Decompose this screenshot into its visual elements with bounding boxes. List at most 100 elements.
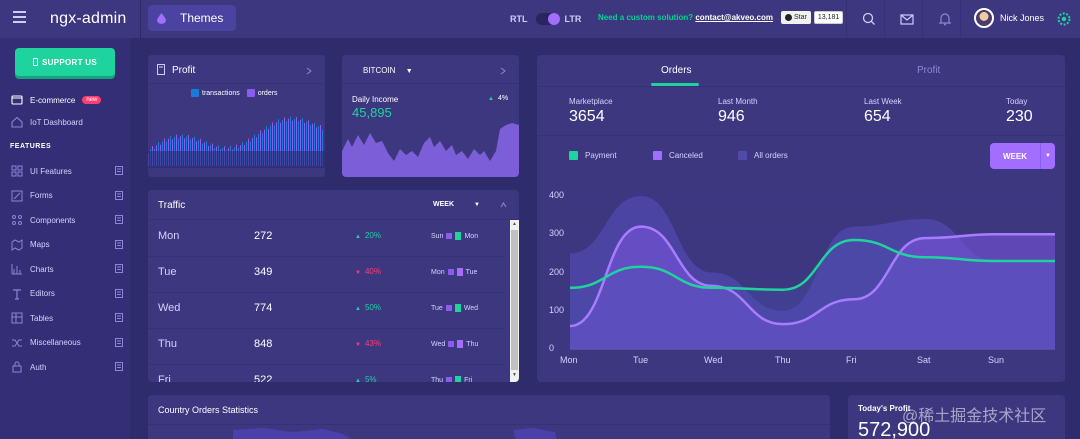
traffic-compare: Sun Mon <box>431 232 478 240</box>
traffic-row: Wed 774 ▲ 50% Tue Wed <box>148 292 508 328</box>
legend-transactions: transactions <box>202 89 240 97</box>
traffic-change-value: 40% <box>364 267 381 276</box>
sidebar-item-ecommerce[interactable]: E-commerce new <box>11 92 126 108</box>
header-divider <box>140 0 141 38</box>
collapse-icon[interactable] <box>115 264 123 273</box>
direction-toggle[interactable] <box>535 13 560 25</box>
chevron-right-icon[interactable] <box>306 67 312 75</box>
sidebar-item-auth[interactable]: Auth <box>11 359 126 375</box>
stat-value-last-month: 946 <box>718 108 745 125</box>
app-logo[interactable]: ngx-admin <box>50 10 127 27</box>
traffic-period-select[interactable]: WEEK ▼ <box>433 201 480 208</box>
traffic-scrollbar[interactable]: ▲ ▼ <box>510 220 519 382</box>
compare-from: Wed <box>431 340 446 348</box>
sidebar-item-forms[interactable]: Forms <box>11 188 126 204</box>
currency-select[interactable]: BITCOIN ▼ <box>363 66 413 75</box>
arrow-down-icon: ▼ <box>355 270 361 276</box>
x-tick-label: Sat <box>917 355 931 365</box>
sidebar-item-maps[interactable]: Maps <box>11 237 126 253</box>
profit-bar <box>282 119 283 167</box>
scroll-up-icon[interactable]: ▲ <box>512 221 517 227</box>
collapse-icon[interactable] <box>115 362 123 371</box>
profit-bar <box>276 122 277 167</box>
email-icon[interactable] <box>899 11 915 27</box>
traffic-value: 522 <box>254 374 273 382</box>
chevron-up-icon[interactable] <box>500 202 507 208</box>
sidebar-item-miscellaneous[interactable]: Miscellaneous <box>11 335 126 351</box>
traffic-row: Fri 522 ▲ 5% Thu Fri <box>148 364 508 382</box>
top-header: ngx-admin Themes RTL LTR Need a custom s… <box>0 0 1080 38</box>
collapse-icon[interactable] <box>115 239 123 249</box>
header-divider <box>846 0 847 38</box>
themes-button[interactable]: Themes <box>148 5 236 31</box>
collapse-icon[interactable] <box>115 313 123 322</box>
contact-email-link[interactable]: contact@akveo.com <box>695 13 773 22</box>
traffic-table: Mon 272 ▲ 20% Sun Mon Tue 349 ▼ 40% Mon Tue Wed 774 ▲ 5… <box>148 220 508 382</box>
hamburger-menu-icon[interactable] <box>13 11 26 23</box>
arrow-down-icon: ▼ <box>355 342 361 348</box>
tab-profit[interactable]: Profit <box>917 65 941 76</box>
bell-icon[interactable] <box>937 11 953 27</box>
sidebar-item-components[interactable]: Components <box>11 212 126 228</box>
sidebar-item-label: Forms <box>30 191 53 200</box>
custom-solution-label: Need a custom solution? <box>598 13 694 22</box>
orders-period-button[interactable]: WEEK ▼ <box>990 143 1055 169</box>
today-profit-value: 572,900 <box>858 419 931 439</box>
scroll-down-icon[interactable]: ▼ <box>512 372 517 378</box>
profit-bar <box>270 125 271 167</box>
traffic-compare: Thu Fri <box>431 376 472 382</box>
profit-bar <box>266 126 267 167</box>
shuffle-icon <box>12 339 22 346</box>
profit-bar <box>306 121 307 167</box>
sidebar-item-editors[interactable]: Editors <box>11 286 126 302</box>
payment-swatch <box>569 151 578 160</box>
caret-down-icon[interactable]: ▼ <box>1045 153 1051 159</box>
rtl-label: RTL <box>510 14 528 24</box>
income-change: ▲ 4% <box>488 95 508 102</box>
search-icon[interactable] <box>861 11 877 27</box>
user-name[interactable]: Nick Jones <box>1000 13 1045 23</box>
traffic-title: Traffic <box>158 200 186 211</box>
tabs-divider <box>537 86 1065 87</box>
settings-gear-icon[interactable] <box>1056 11 1072 27</box>
layout-direction-switch[interactable]: RTL LTR <box>510 13 581 25</box>
arrow-up-icon: ▲ <box>355 378 361 382</box>
profit-bar <box>284 117 285 167</box>
support-us-button[interactable]: SUPPORT US <box>15 48 115 76</box>
profit-bar <box>262 132 263 167</box>
stats-divider <box>537 135 1065 136</box>
traffic-change-value: 50% <box>364 303 381 312</box>
tab-orders[interactable]: Orders <box>661 65 692 76</box>
user-avatar[interactable] <box>974 8 994 28</box>
profit-bar <box>302 118 303 167</box>
sidebar-item-tables[interactable]: Tables <box>11 310 126 326</box>
caret-down-icon: ▼ <box>473 202 480 208</box>
scrollbar-thumb[interactable] <box>511 230 518 370</box>
github-star-widget[interactable]: Star 13,181 <box>781 11 844 24</box>
chevron-right-icon[interactable] <box>500 67 506 75</box>
profit-bar <box>300 119 301 167</box>
collapse-icon[interactable] <box>115 215 123 224</box>
collapse-icon[interactable] <box>115 190 123 200</box>
sidebar-item-ui-features[interactable]: UI Features <box>11 163 126 179</box>
traffic-change: ▲ 20% <box>355 231 381 240</box>
button-divider <box>1040 143 1041 169</box>
compare-from: Tue <box>431 304 443 312</box>
profit-legend: transactions orders <box>191 89 278 97</box>
active-tab-indicator <box>651 83 699 86</box>
canceled-swatch <box>653 151 662 160</box>
traffic-row: Mon 272 ▲ 20% Sun Mon <box>148 220 508 256</box>
collapse-icon[interactable] <box>115 288 123 298</box>
daily-income-value: 45,895 <box>352 105 392 120</box>
header-divider <box>922 0 923 38</box>
compare-bar-previous <box>445 305 452 311</box>
sidebar-item-charts[interactable]: Charts <box>11 261 126 277</box>
stat-label-today: Today <box>1006 97 1028 106</box>
document-icon <box>157 64 165 75</box>
github-star-button[interactable]: Star <box>781 11 811 24</box>
github-star-count[interactable]: 13,181 <box>813 11 844 24</box>
collapse-icon[interactable] <box>115 166 123 175</box>
sidebar-item-iot-dashboard[interactable]: IoT Dashboard <box>11 114 126 130</box>
collapse-icon[interactable] <box>115 337 123 347</box>
user-menu[interactable]: Nick Jones <box>974 8 1044 28</box>
